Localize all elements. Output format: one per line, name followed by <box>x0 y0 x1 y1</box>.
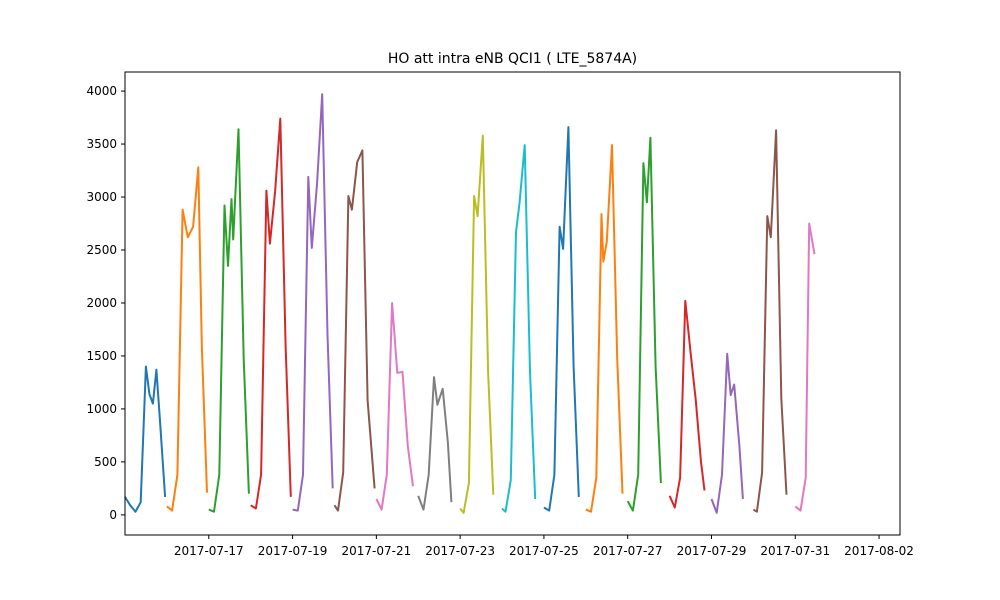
series-line-9 <box>459 134 495 514</box>
plot-area-frame <box>124 71 901 536</box>
series-line-2 <box>166 166 208 512</box>
y-tick-label: 4000 <box>86 84 117 98</box>
series-line-4 <box>250 117 292 510</box>
series-line-1 <box>124 365 167 513</box>
series-line-14 <box>668 299 706 509</box>
x-axis-ticks: 2017-07-17 2017-07-19 2017-07-21 2017-07-23… <box>174 535 914 558</box>
chart-title: HO att intra eNB QCI1 ( LTE_5874A) <box>388 51 637 67</box>
x-tick-label: 2017-07-25 <box>509 544 579 558</box>
x-tick-label: 2017-07-31 <box>760 544 830 558</box>
series-layer <box>124 93 816 514</box>
x-tick-label: 2017-07-29 <box>677 544 747 558</box>
y-tick-label: 3000 <box>86 190 117 204</box>
y-tick-label: 2000 <box>86 296 117 310</box>
series-line-8 <box>417 376 453 511</box>
y-tick-label: 1500 <box>86 349 117 363</box>
series-line-15 <box>710 352 744 514</box>
series-line-17 <box>794 222 816 512</box>
x-tick-label: 2017-07-17 <box>174 544 244 558</box>
x-tick-label: 2017-07-21 <box>341 544 411 558</box>
y-tick-label: 2500 <box>86 243 117 257</box>
x-tick-label: 2017-07-19 <box>258 544 328 558</box>
series-line-11 <box>543 126 580 512</box>
x-tick-label: 2017-08-02 <box>844 544 914 558</box>
series-line-3 <box>208 128 250 513</box>
series-line-12 <box>585 144 624 513</box>
series-line-7 <box>375 302 414 511</box>
y-axis-ticks: 0 500 1000 1500 2000 2500 3000 3500 4000 <box>86 84 125 522</box>
x-tick-label: 2017-07-23 <box>425 544 495 558</box>
series-line-13 <box>626 136 662 512</box>
y-tick-label: 500 <box>94 455 117 469</box>
series-line-5 <box>292 93 334 512</box>
y-tick-label: 1000 <box>86 402 117 416</box>
series-line-16 <box>752 129 788 513</box>
y-tick-label: 3500 <box>86 137 117 151</box>
series-line-6 <box>333 149 376 512</box>
y-tick-label: 0 <box>109 508 117 522</box>
x-tick-label: 2017-07-27 <box>593 544 663 558</box>
series-line-10 <box>501 144 537 513</box>
